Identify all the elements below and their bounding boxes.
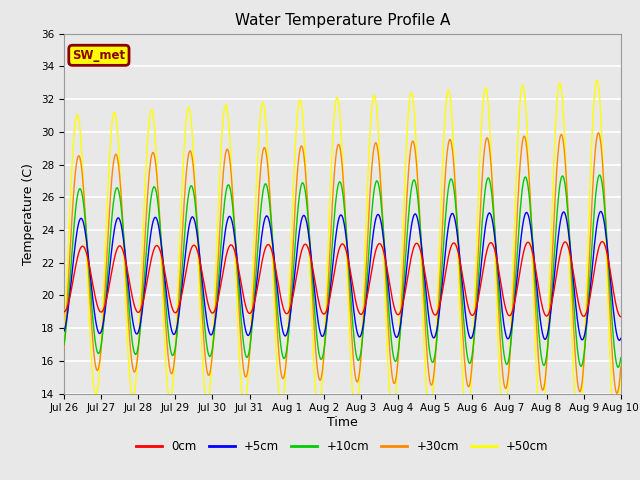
Y-axis label: Temperature (C): Temperature (C) <box>22 163 35 264</box>
Legend: 0cm, +5cm, +10cm, +30cm, +50cm: 0cm, +5cm, +10cm, +30cm, +50cm <box>132 435 553 458</box>
X-axis label: Time: Time <box>327 416 358 429</box>
Text: SW_met: SW_met <box>72 49 125 62</box>
Title: Water Temperature Profile A: Water Temperature Profile A <box>235 13 450 28</box>
